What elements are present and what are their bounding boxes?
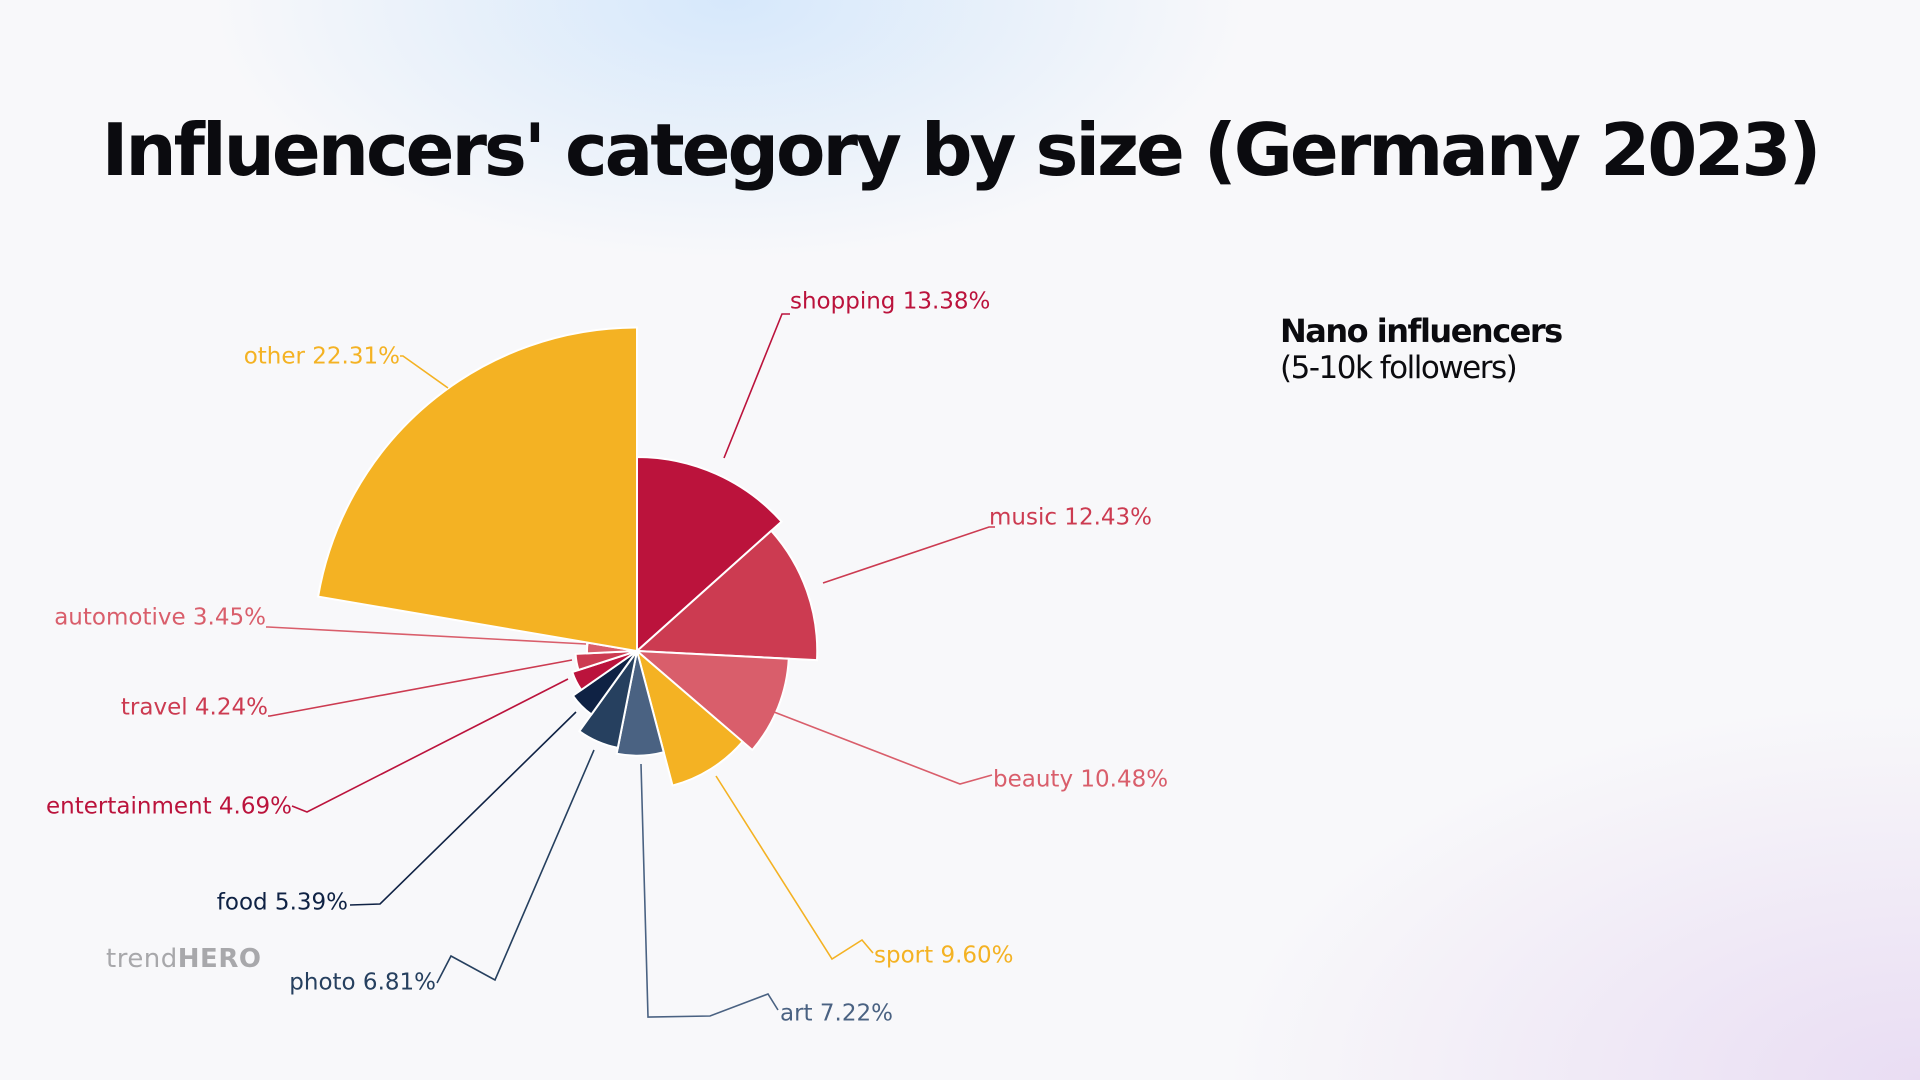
page-title: Influencers' category by size (Germany 2… xyxy=(101,108,1822,192)
brand-logo: trendHERO xyxy=(106,944,261,974)
leader-line-art xyxy=(640,763,779,1018)
leader-line-automotive xyxy=(266,626,587,645)
segment-detail: (5-10k followers) xyxy=(1280,350,1518,386)
slice-label-entertainment: entertainment 4.69% xyxy=(46,794,292,820)
leader-lines xyxy=(266,313,995,1018)
leader-line-other xyxy=(400,355,449,389)
pie-slice-music xyxy=(634,529,819,662)
pie-slice-food xyxy=(571,650,638,716)
logo-text-bold: HERO xyxy=(177,944,262,974)
pie-slice-sport xyxy=(635,648,745,787)
leader-line-shopping xyxy=(723,313,790,459)
slice-label-photo: photo 6.81% xyxy=(289,970,436,996)
leader-line-entertainment xyxy=(291,678,569,813)
slice-labels: shopping 13.38% music 12.43% beauty 10.48%… xyxy=(46,289,1168,1027)
slice-label-automotive: automotive 3.45% xyxy=(54,605,266,631)
leader-line-travel xyxy=(268,659,573,717)
slice-label-food: food 5.39% xyxy=(217,890,348,916)
slice-label-beauty: beauty 10.48% xyxy=(993,767,1168,793)
leader-line-food xyxy=(349,711,577,906)
pie-slice-shopping xyxy=(636,455,783,654)
slice-label-travel: travel 4.24% xyxy=(121,695,268,721)
slice-label-music: music 12.43% xyxy=(989,505,1152,531)
pie-slice-travel xyxy=(574,650,638,672)
pie-slice-photo xyxy=(577,650,638,750)
logo-text-light: trend xyxy=(106,944,178,974)
leader-line-photo xyxy=(436,749,595,984)
pie-slice-other xyxy=(316,326,638,653)
leader-line-music xyxy=(822,526,995,584)
slice-label-art: art 7.22% xyxy=(780,1001,893,1027)
segment-name: Nano influencers xyxy=(1280,312,1563,350)
pie-slice-beauty xyxy=(634,649,790,752)
pie-slice-art xyxy=(615,650,665,757)
leader-line-sport xyxy=(715,775,874,961)
slice-label-sport: sport 9.60% xyxy=(874,943,1014,969)
pie-slices xyxy=(316,326,819,787)
slice-label-other: other 22.31% xyxy=(244,344,400,370)
slice-label-shopping: shopping 13.38% xyxy=(790,289,990,315)
segment-legend: Nano influencers (5-10k followers) xyxy=(1280,312,1563,386)
pie-slice-entertainment xyxy=(571,650,638,692)
leader-line-beauty xyxy=(773,711,993,785)
